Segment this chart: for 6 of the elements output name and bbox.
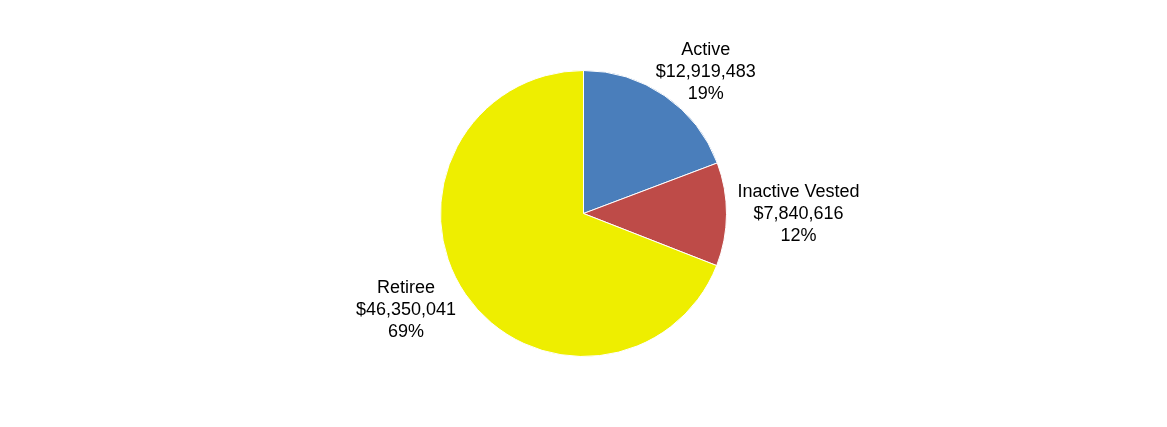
slice-label: Inactive Vested <box>737 181 860 202</box>
slice-label: Retiree <box>376 277 435 298</box>
data-label: $7,840,616 12% <box>753 203 844 246</box>
data-label: $12,919,483 19% <box>655 60 756 103</box>
slice-label: Active <box>681 38 731 59</box>
data-label: $46,350,041 69% <box>355 299 456 342</box>
